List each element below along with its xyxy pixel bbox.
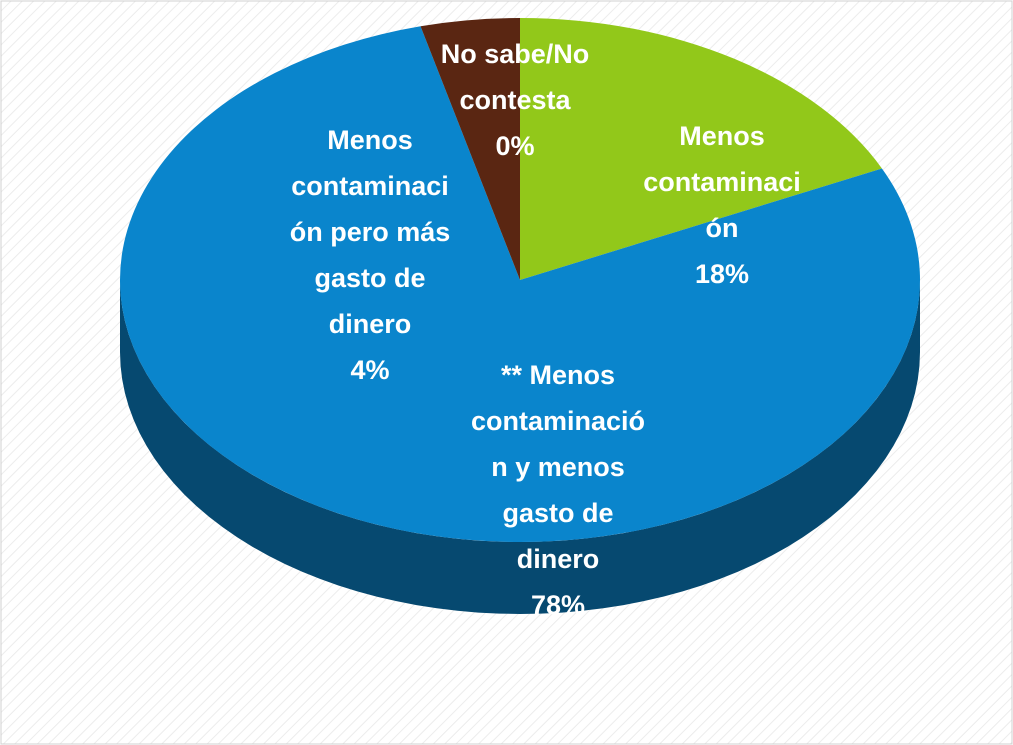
value-label: 0% — [495, 131, 535, 161]
pie-slice — [119, 26, 921, 543]
value-label: 18% — [694, 259, 750, 289]
value-label: 4% — [350, 355, 390, 385]
slice-label: Menos contaminación 18% — [637, 113, 807, 297]
category-name: Menos contaminación — [643, 121, 801, 243]
category-name: ** Menos contaminación y menos gasto de … — [470, 360, 646, 574]
category-name: Menos contaminación pero más gasto de di… — [289, 125, 451, 339]
slice-label: Menos contaminación pero más gasto de di… — [285, 117, 455, 393]
slice-label: No sabe/No contesta 0% — [428, 31, 603, 169]
slice-label: ** Menos contaminación y menos gasto de … — [463, 352, 653, 628]
value-label: 78% — [530, 590, 586, 620]
pie-slice — [520, 18, 882, 280]
pie-side — [120, 280, 920, 614]
pie-slice — [420, 18, 520, 280]
category-name: No sabe/No contesta — [440, 39, 590, 115]
